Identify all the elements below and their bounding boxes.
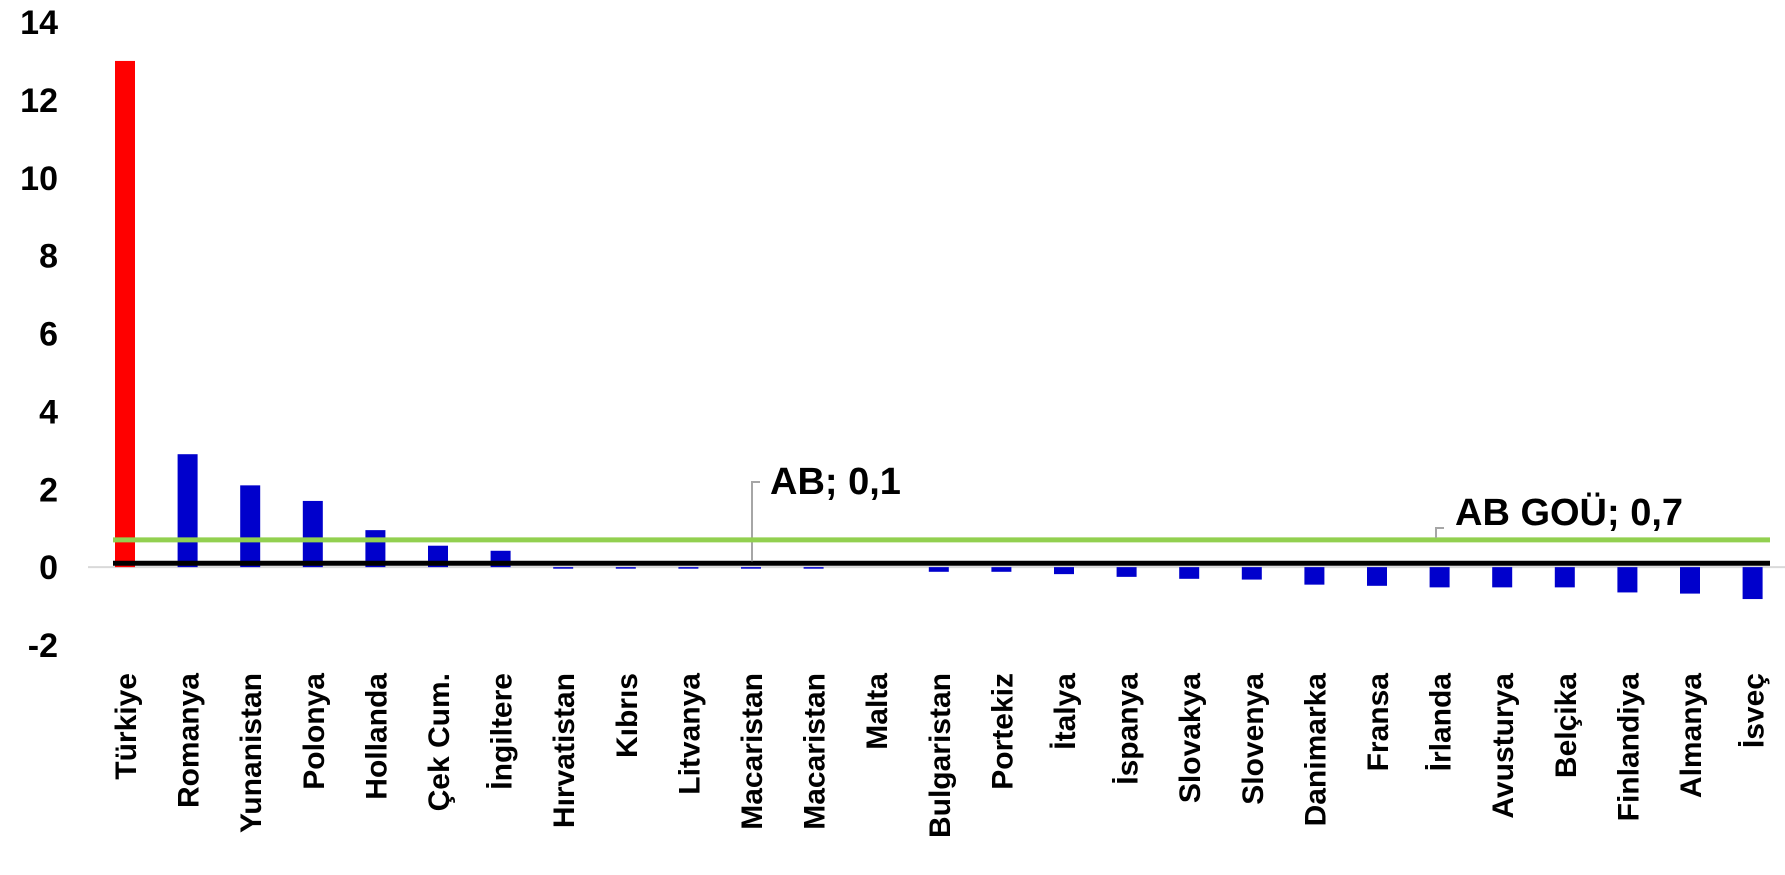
category-label: Macaristan	[736, 673, 769, 830]
y-tick-label: 2	[39, 471, 58, 509]
category-label: İngiltere	[486, 673, 519, 790]
category-label: Yunanistan	[235, 673, 268, 833]
bar-3	[302, 500, 323, 568]
y-tick-label: -2	[28, 627, 58, 665]
category-label: İtalya	[1049, 673, 1082, 750]
reference-callout-leader	[1435, 527, 1444, 538]
bar-15	[1054, 567, 1074, 575]
category-label: Polonya	[298, 673, 331, 790]
category-label: Slovakya	[1174, 673, 1207, 803]
category-label: Belçika	[1550, 673, 1583, 778]
y-tick-label: 0	[39, 549, 58, 587]
y-tick-label: 4	[39, 393, 58, 431]
category-label: Malta	[861, 673, 894, 750]
bar-26	[1742, 567, 1763, 600]
bar-1	[177, 454, 198, 568]
bar-20	[1367, 567, 1387, 586]
y-tick-label: 10	[20, 160, 58, 198]
category-labels: Türkiye Romanya Yunanistan Polonya Hollanda Ç…	[110, 673, 1771, 838]
y-tick-label: 8	[39, 238, 58, 276]
category-label: Hırvatistan	[548, 673, 581, 828]
category-label: İsveç	[1738, 673, 1771, 748]
y-axis-ticks: -2 0 2 4 6 8 10 12 14	[20, 4, 58, 665]
category-label: Macaristan	[799, 673, 832, 830]
category-label: Kıbrıs	[611, 673, 644, 758]
y-tick-label: 14	[20, 4, 58, 42]
category-label: Romanya	[173, 673, 206, 808]
bar-0	[115, 60, 135, 568]
category-label: Litvanya	[673, 673, 706, 795]
reference-line-label: AB; 0,1	[770, 461, 901, 503]
category-label: Portekiz	[986, 673, 1019, 790]
y-tick-label: 12	[20, 82, 58, 120]
bar-22	[1492, 567, 1513, 588]
bar-23	[1554, 567, 1575, 588]
reference-line-label: AB GOÜ; 0,7	[1455, 491, 1683, 534]
category-label: Hollanda	[360, 673, 393, 800]
bar-24	[1617, 567, 1638, 593]
category-label: İspanya	[1112, 673, 1145, 785]
category-label: Çek Cum.	[423, 673, 456, 811]
bar-25	[1680, 567, 1700, 594]
category-label: Türkiye	[110, 673, 143, 780]
bar-7	[553, 567, 574, 569]
bar-21	[1429, 567, 1450, 588]
bar-10	[741, 567, 761, 569]
category-label: Finlandiya	[1612, 673, 1645, 822]
bar-13	[928, 567, 949, 572]
bar-14	[991, 567, 1012, 572]
bar-18	[1241, 567, 1262, 580]
reference-callout-leader	[751, 481, 760, 562]
reference-lines: AB; 0,1 AB GOÜ; 0,7	[113, 461, 1770, 566]
category-label: İrlanda	[1425, 673, 1458, 772]
bar-9	[678, 567, 699, 569]
category-label: Slovenya	[1237, 673, 1270, 805]
bar-8	[615, 567, 636, 569]
category-label: Almanya	[1675, 673, 1708, 798]
bar-2	[240, 485, 261, 568]
y-tick-label: 6	[39, 316, 58, 354]
category-label: Avusturya	[1487, 673, 1520, 819]
category-label: Bulgaristan	[924, 673, 957, 838]
bar-19	[1304, 567, 1325, 585]
bar-17	[1179, 567, 1200, 579]
category-label: Danimarka	[1299, 673, 1332, 827]
bar-11	[803, 567, 824, 569]
bar-16	[1116, 567, 1137, 577]
category-label: Fransa	[1362, 673, 1395, 772]
